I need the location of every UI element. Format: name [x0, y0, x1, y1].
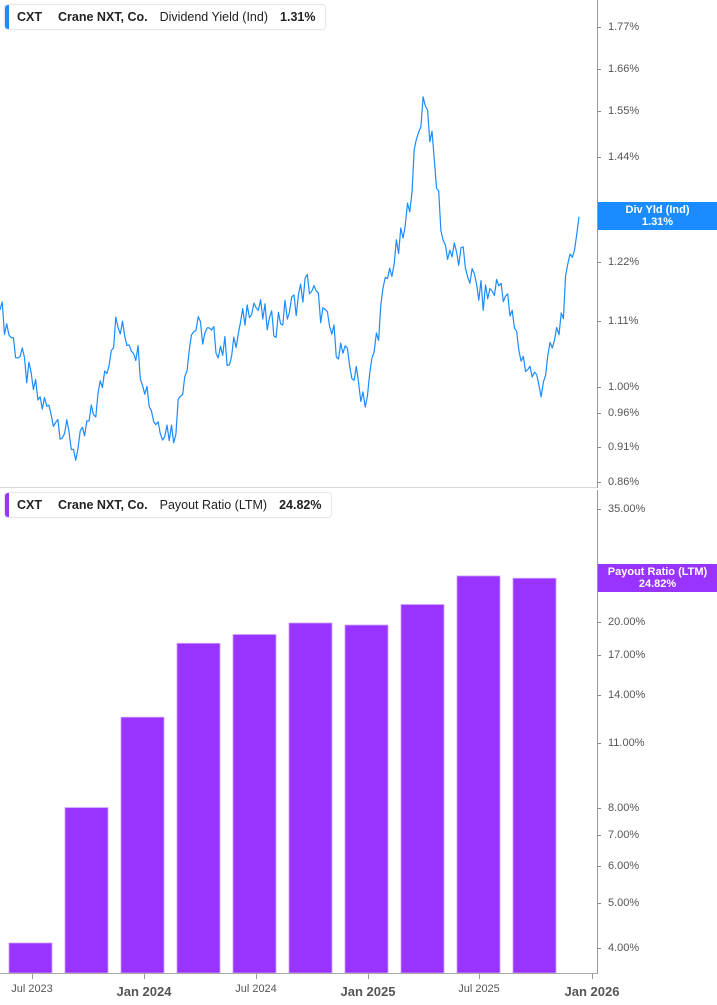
- y-tick: [598, 157, 601, 158]
- x-tick-label: Jul 2024: [235, 983, 277, 995]
- y-tick-label: 1.55%: [608, 105, 640, 117]
- flag-label: Div Yld (Ind): [625, 204, 690, 216]
- y-tick-label: 1.77%: [608, 21, 640, 33]
- y-tick: [598, 743, 601, 744]
- y-tick-label: 0.91%: [608, 441, 640, 453]
- payout-bar[interactable]: [288, 622, 333, 974]
- y-tick-label: 1.44%: [608, 151, 640, 163]
- panel-divider: [0, 487, 598, 488]
- y-tick: [598, 387, 601, 388]
- y-tick: [598, 835, 601, 836]
- y-tick-label: 17.00%: [608, 649, 646, 661]
- x-tick: [368, 974, 369, 979]
- y-tick-label: 1.22%: [608, 256, 640, 268]
- series-color-swatch: [5, 493, 9, 517]
- x-tick: [479, 974, 480, 979]
- x-axis-line: [0, 973, 598, 974]
- flag-value: 24.82%: [638, 578, 677, 590]
- payout-ratio-legend[interactable]: CXT Crane NXT, Co. Payout Ratio (LTM) 24…: [4, 492, 333, 518]
- dividend-yield-line-plot: [0, 96, 580, 461]
- series-color-swatch: [5, 5, 9, 29]
- payout-bar[interactable]: [400, 604, 445, 974]
- y-tick-label: 8.00%: [608, 802, 640, 814]
- payout-bar[interactable]: [8, 942, 53, 974]
- current-yield-flag: Div Yld (Ind) 1.31%: [598, 202, 717, 230]
- x-tick: [32, 974, 33, 979]
- y-tick-label: 0.96%: [608, 407, 640, 419]
- top-y-axis-line: [597, 0, 598, 488]
- legend-value: 1.31%: [280, 10, 316, 24]
- legend-company: Crane NXT, Co.: [58, 498, 148, 512]
- y-tick: [598, 695, 601, 696]
- payout-bar[interactable]: [512, 577, 557, 974]
- y-tick-label: 7.00%: [608, 829, 640, 841]
- y-tick-label: 1.00%: [608, 381, 640, 393]
- y-tick: [598, 447, 601, 448]
- x-tick: [144, 974, 145, 979]
- y-tick-label: 4.00%: [608, 942, 640, 954]
- y-tick: [598, 262, 601, 263]
- dividend-yield-legend[interactable]: CXT Crane NXT, Co. Dividend Yield (Ind) …: [4, 4, 327, 30]
- y-tick-label: 6.00%: [608, 860, 640, 872]
- legend-company: Crane NXT, Co.: [58, 10, 148, 24]
- payout-bar[interactable]: [176, 642, 221, 974]
- x-tick-label: Jul 2025: [458, 983, 500, 995]
- y-tick: [598, 866, 601, 867]
- legend-ticker: CXT: [17, 10, 42, 24]
- y-tick: [598, 413, 601, 414]
- y-tick: [598, 948, 601, 949]
- x-tick-label: Jan 2026: [564, 984, 620, 999]
- y-tick: [598, 482, 601, 483]
- y-tick: [598, 622, 601, 623]
- y-tick: [598, 321, 601, 322]
- payout-bar[interactable]: [120, 716, 165, 974]
- legend-metric: Payout Ratio (LTM): [159, 498, 268, 512]
- x-tick: [256, 974, 257, 979]
- y-tick-label: 1.66%: [608, 63, 640, 75]
- y-tick-label: 0.86%: [608, 476, 640, 488]
- payout-bar[interactable]: [232, 634, 277, 974]
- y-tick-label: 11.00%: [608, 737, 645, 749]
- x-tick-label: Jan 2025: [340, 984, 396, 999]
- y-tick-label: 5.00%: [608, 897, 640, 909]
- y-tick-label: 35.00%: [608, 503, 646, 515]
- x-tick: [592, 974, 593, 979]
- legend-value: 24.82%: [279, 498, 322, 512]
- y-tick-label: 14.00%: [608, 689, 646, 701]
- y-tick: [598, 69, 601, 70]
- flag-label: Payout Ratio (LTM): [607, 566, 708, 578]
- y-tick: [598, 903, 601, 904]
- x-tick-label: Jul 2023: [11, 983, 53, 995]
- dividend-yield-chart: [0, 0, 717, 488]
- legend-metric: Dividend Yield (Ind): [159, 10, 269, 24]
- legend-ticker: CXT: [17, 498, 42, 512]
- flag-value: 1.31%: [641, 216, 674, 228]
- payout-bar[interactable]: [344, 624, 389, 974]
- payout-bar[interactable]: [456, 575, 501, 974]
- y-tick: [598, 27, 601, 28]
- current-payout-flag: Payout Ratio (LTM) 24.82%: [598, 564, 717, 592]
- y-tick-label: 1.11%: [608, 315, 639, 327]
- x-tick-label: Jan 2024: [116, 984, 172, 999]
- bottom-y-axis-line: [597, 490, 598, 974]
- y-tick: [598, 655, 601, 656]
- y-tick: [598, 111, 601, 112]
- payout-bar[interactable]: [64, 807, 109, 974]
- y-tick-label: 20.00%: [608, 616, 646, 628]
- y-tick: [598, 808, 601, 809]
- y-tick: [598, 509, 601, 510]
